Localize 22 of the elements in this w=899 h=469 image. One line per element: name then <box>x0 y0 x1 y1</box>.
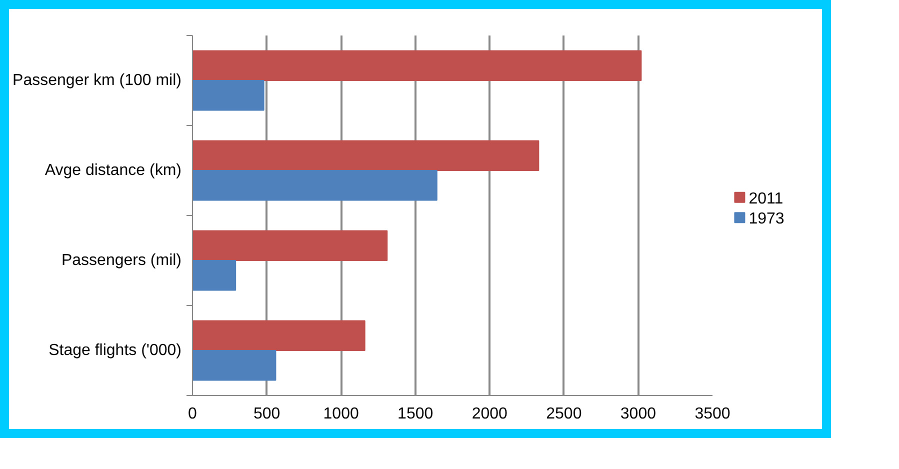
x-tick-label: 2000 <box>472 406 508 422</box>
bar <box>192 140 540 171</box>
x-tick-label: 1500 <box>398 406 434 422</box>
y-tick-label: Passenger km (100 mil) <box>12 72 182 89</box>
bar <box>192 350 276 381</box>
legend-label: 1973 <box>748 210 784 228</box>
x-tick-label: 0 <box>188 406 198 422</box>
x-tick-label: 1000 <box>323 406 359 422</box>
y-tick-label: Avge distance (km) <box>44 162 182 179</box>
bar <box>192 170 438 201</box>
x-tick-label: 3000 <box>620 406 656 422</box>
bar <box>192 50 642 81</box>
x-tick-label: 500 <box>253 406 280 422</box>
bar <box>192 260 236 291</box>
bar <box>192 230 388 261</box>
x-tick-label: 3500 <box>694 406 730 422</box>
y-tick-label: Stage flights ('000) <box>48 342 182 359</box>
bar <box>192 320 366 351</box>
x-tick-label: 2500 <box>546 406 582 422</box>
legend-label: 2011 <box>748 190 784 208</box>
bar <box>192 80 264 111</box>
y-tick-label: Passengers (mil) <box>61 252 182 269</box>
